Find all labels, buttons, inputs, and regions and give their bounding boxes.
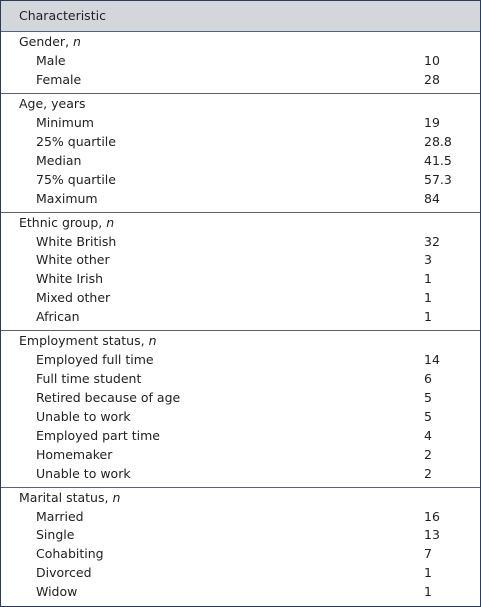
- row-value: 1: [424, 309, 432, 325]
- row-divider: [1, 211, 480, 213]
- row-label: Married: [36, 508, 84, 524]
- row-value: 19: [424, 114, 440, 130]
- row-value: 28: [424, 71, 440, 87]
- row-label: Male: [36, 53, 66, 68]
- heading-text: Age, years: [19, 95, 86, 111]
- row-label: Female: [36, 71, 82, 87]
- row-value: 1: [424, 584, 432, 600]
- row-value: 13: [424, 527, 440, 543]
- row-label: White Irish: [36, 271, 104, 287]
- row-label: Full time student: [36, 371, 142, 386]
- row-value: 2: [424, 446, 432, 462]
- row-label: Divorced: [36, 565, 92, 581]
- heading-text: Ethnic group,: [19, 214, 103, 230]
- heading-unit: n: [106, 214, 115, 230]
- heading-unit: n: [148, 333, 157, 349]
- heading-text: Employment status,: [19, 333, 145, 349]
- row-value: 2: [424, 465, 432, 481]
- row-value: 41.5: [424, 152, 452, 168]
- row-label: Unable to work: [36, 465, 131, 481]
- section-heading: Employment status, n: [19, 332, 157, 350]
- row-label: Widow: [36, 584, 78, 600]
- row-value: 6: [424, 371, 432, 386]
- row-value: 5: [424, 408, 432, 424]
- row-value: 1: [424, 290, 432, 306]
- row-value: 1: [424, 271, 432, 287]
- row-value: 32: [424, 233, 440, 249]
- row-value: 4: [424, 427, 432, 443]
- row-label: Cohabiting: [36, 546, 104, 562]
- header-cell: Characteristic: [19, 8, 106, 23]
- section-heading: Ethnic group, n: [19, 214, 114, 232]
- heading-unit: n: [73, 34, 81, 49]
- row-label: Employed part time: [36, 427, 160, 443]
- section-heading: Age, years: [19, 95, 86, 113]
- row-label: White British: [36, 233, 117, 249]
- row-value: 16: [424, 508, 440, 524]
- row-value: 57.3: [424, 171, 452, 187]
- row-label: Unable to work: [36, 408, 131, 424]
- row-label: 75% quartile: [36, 171, 116, 187]
- row-label: Retired because of age: [36, 389, 181, 405]
- heading-text: Marital status,: [19, 489, 109, 505]
- row-label: Single: [36, 527, 75, 543]
- row-label: Homemaker: [36, 446, 113, 462]
- row-label: Minimum: [36, 114, 94, 130]
- row-value: 1: [424, 565, 432, 581]
- row-divider: [1, 92, 480, 94]
- row-value: 10: [424, 53, 440, 68]
- row-divider: [1, 31, 480, 32]
- row-value: 28.8: [424, 133, 452, 149]
- header-row: Characteristic: [1, 1, 480, 31]
- row-divider: [1, 330, 480, 332]
- row-value: 5: [424, 389, 432, 405]
- row-label: Mixed other: [36, 290, 111, 306]
- row-value: 7: [424, 546, 432, 562]
- row-label: 25% quartile: [36, 133, 116, 149]
- row-divider: [1, 486, 480, 488]
- row-value: 84: [424, 190, 440, 206]
- section-heading: Marital status, n: [19, 489, 120, 507]
- row-value: 14: [424, 352, 440, 368]
- row-value: 3: [424, 252, 432, 268]
- row-label: Median: [36, 152, 82, 168]
- row-label: Maximum: [36, 190, 98, 206]
- row-label: White other: [36, 252, 110, 268]
- heading-unit: n: [112, 489, 121, 505]
- section-heading: Gender, n: [19, 33, 81, 51]
- heading-text: Gender,: [19, 34, 70, 49]
- row-label: Employed full time: [36, 352, 154, 368]
- row-label: African: [36, 309, 80, 325]
